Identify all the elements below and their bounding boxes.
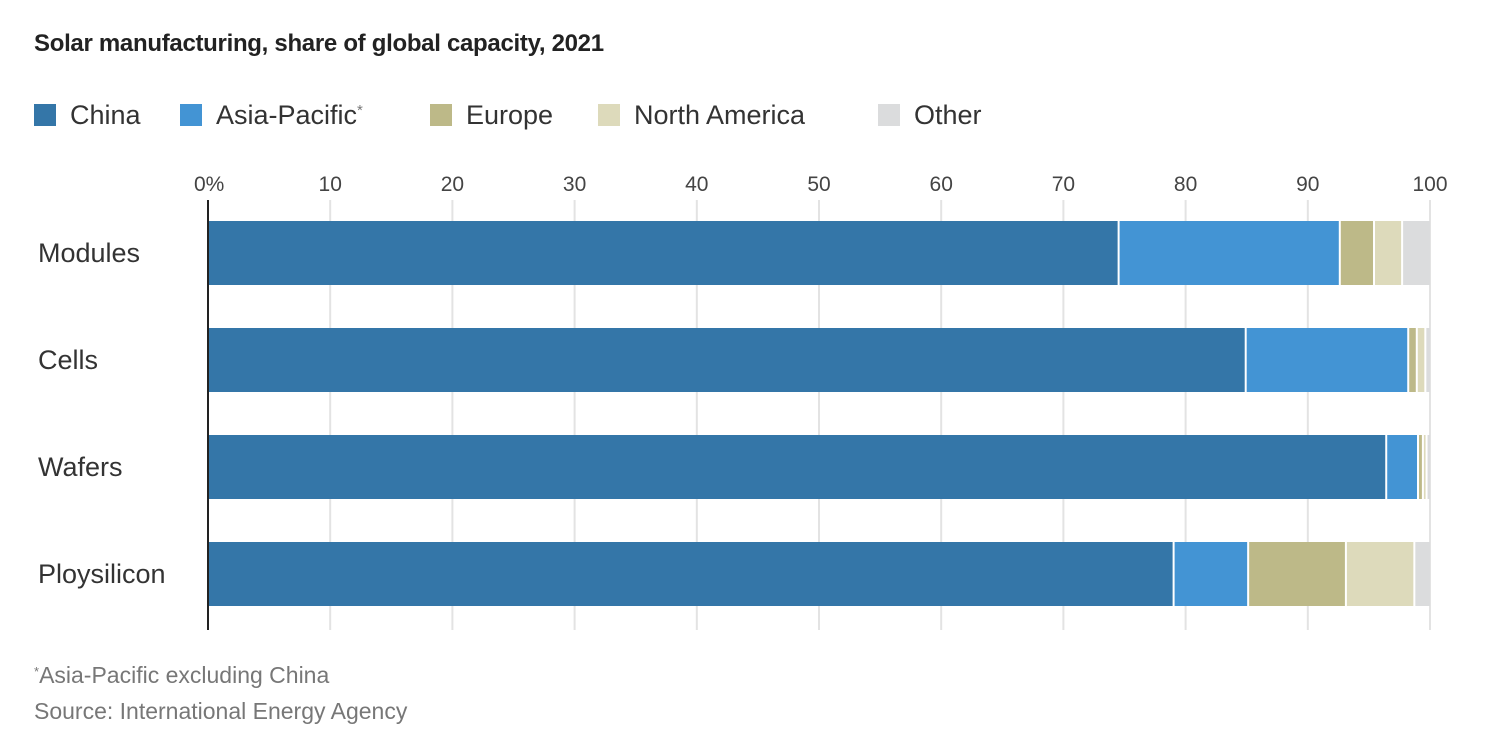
legend-item-asia-pacific: Asia-Pacific* — [180, 98, 363, 132]
legend-swatch-asia-pacific — [180, 104, 202, 126]
bar-china-modules — [208, 221, 1118, 285]
x-tick-label: 50 — [807, 173, 830, 196]
bar-north-america-ploysilicon — [1346, 542, 1414, 606]
x-tick-label: 0% — [194, 173, 224, 196]
legend-label-other: Other — [914, 99, 982, 130]
legend-label-china: China — [70, 99, 141, 130]
legend-swatch-china — [34, 104, 56, 126]
category-label: Ploysilicon — [38, 559, 166, 589]
legend-label-europe: Europe — [466, 99, 554, 130]
category-label: Modules — [38, 238, 140, 268]
bar-europe-wafers — [1419, 435, 1422, 499]
source-note: Source: International Energy Agency — [34, 698, 408, 724]
bar-asia-pacific-modules — [1119, 221, 1339, 285]
legend-label-asia-pacific-text: Asia-Pacific — [216, 99, 358, 130]
bar-china-cells — [208, 328, 1245, 392]
bar-china-wafers — [208, 435, 1386, 499]
bar-north-america-cells — [1417, 328, 1425, 392]
bar-europe-ploysilicon — [1249, 542, 1345, 606]
x-tick-label: 20 — [441, 173, 464, 196]
bar-china-ploysilicon — [208, 542, 1173, 606]
category-label: Cells — [38, 345, 98, 375]
legend-swatch-europe — [430, 104, 452, 126]
bar-north-america-wafers — [1423, 435, 1426, 499]
bar-asia-pacific-ploysilicon — [1174, 542, 1248, 606]
x-tick-label: 90 — [1296, 173, 1319, 196]
bar-north-america-modules — [1375, 221, 1402, 285]
x-tick-label: 40 — [685, 173, 708, 196]
x-tick-label: 70 — [1052, 173, 1075, 196]
footnote-marker: * — [357, 101, 363, 119]
legend-item-europe: Europe — [430, 98, 553, 132]
footnote-text: Asia-Pacific excluding China — [39, 662, 330, 688]
bar-other-modules — [1403, 221, 1430, 285]
x-tick-label: 10 — [319, 173, 342, 196]
legend-label-asia-pacific: Asia-Pacific* — [216, 100, 363, 131]
footnote-marker: * — [34, 664, 40, 679]
legend-swatch-other — [878, 104, 900, 126]
legend-item-other: Other — [878, 98, 982, 132]
bar-asia-pacific-cells — [1246, 328, 1408, 392]
y-axis-categories: Modules Cells Wafers Ploysilicon — [38, 238, 166, 589]
bar-other-ploysilicon — [1415, 542, 1430, 606]
legend-item-china: China — [34, 98, 141, 132]
bar-other-cells — [1426, 328, 1430, 392]
bar-asia-pacific-wafers — [1387, 435, 1418, 499]
bar-other-wafers — [1427, 435, 1430, 499]
x-tick-label: 100 — [1412, 173, 1447, 196]
footnote: *Asia-Pacific excluding China — [34, 662, 329, 689]
legend-item-north-america: North America — [598, 98, 805, 132]
bar-europe-cells — [1409, 328, 1416, 392]
legend-swatch-north-america — [598, 104, 620, 126]
x-axis-ticks: 0% 10 20 30 40 50 60 70 80 90 100 — [194, 173, 1448, 196]
x-tick-label: 30 — [563, 173, 586, 196]
chart-title: Solar manufacturing, share of global cap… — [34, 30, 604, 57]
x-tick-label: 60 — [930, 173, 953, 196]
bars — [208, 221, 1430, 606]
category-label: Wafers — [38, 452, 123, 482]
x-tick-label: 80 — [1174, 173, 1197, 196]
legend-label-north-america: North America — [634, 99, 806, 130]
bar-europe-modules — [1340, 221, 1374, 285]
